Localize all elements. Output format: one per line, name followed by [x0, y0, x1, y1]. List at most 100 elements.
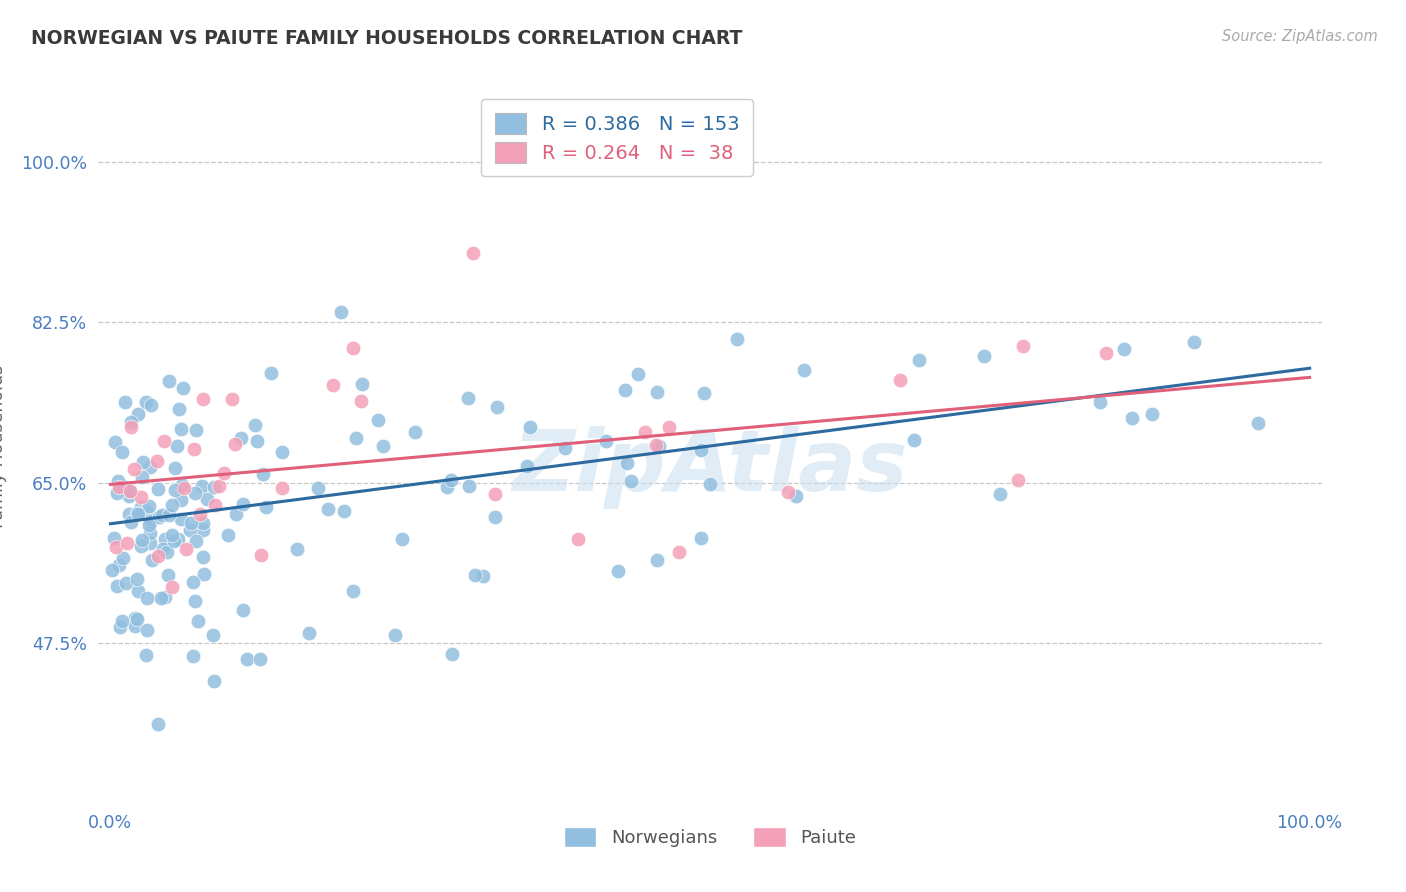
Point: [114, 395, 136, 409]
Point: [1182, 335, 1205, 350]
Point: [163, 533, 186, 548]
Point: [1246, 416, 1268, 430]
Point: [668, 545, 690, 559]
Point: [776, 485, 799, 500]
Point: [484, 487, 506, 501]
Point: [108, 558, 131, 573]
Point: [249, 652, 271, 666]
Point: [141, 553, 163, 567]
Point: [214, 466, 236, 480]
Point: [316, 501, 339, 516]
Point: [139, 535, 162, 549]
Point: [620, 475, 643, 489]
Point: [1012, 339, 1035, 353]
Point: [221, 392, 243, 406]
Point: [129, 490, 152, 504]
Point: [606, 564, 628, 578]
Point: [725, 332, 748, 346]
Point: [191, 478, 214, 492]
Point: [187, 614, 209, 628]
Point: [554, 441, 576, 455]
Point: [125, 612, 148, 626]
Point: [115, 576, 138, 591]
Point: [188, 507, 211, 521]
Point: [186, 423, 208, 437]
Point: [484, 509, 506, 524]
Point: [245, 418, 267, 433]
Point: [121, 419, 143, 434]
Point: [124, 611, 146, 625]
Point: [367, 412, 389, 426]
Point: [108, 480, 131, 494]
Point: [342, 584, 364, 599]
Point: [167, 402, 190, 417]
Point: [139, 514, 162, 528]
Point: [135, 394, 157, 409]
Point: [157, 374, 180, 388]
Point: [179, 523, 201, 537]
Point: [148, 509, 170, 524]
Point: [464, 568, 486, 582]
Point: [1140, 407, 1163, 421]
Point: [225, 507, 247, 521]
Point: [138, 517, 160, 532]
Point: [436, 479, 458, 493]
Point: [146, 717, 169, 731]
Point: [125, 573, 148, 587]
Point: [457, 392, 479, 406]
Point: [152, 542, 174, 557]
Point: [184, 486, 207, 500]
Point: [235, 652, 257, 666]
Point: [172, 381, 194, 395]
Point: [461, 245, 484, 260]
Point: [193, 392, 215, 407]
Point: [191, 516, 214, 530]
Point: [172, 478, 194, 492]
Point: [105, 486, 128, 500]
Point: [131, 533, 153, 547]
Point: [105, 579, 128, 593]
Point: [103, 531, 125, 545]
Point: [160, 498, 183, 512]
Point: [180, 516, 202, 530]
Point: [658, 420, 681, 434]
Point: [112, 480, 135, 494]
Point: [107, 474, 129, 488]
Point: [115, 536, 138, 550]
Point: [129, 500, 152, 515]
Point: [108, 620, 131, 634]
Point: [124, 619, 146, 633]
Point: [271, 481, 294, 495]
Point: [183, 442, 205, 457]
Point: [160, 580, 183, 594]
Point: [120, 415, 142, 429]
Point: [136, 591, 159, 606]
Point: [149, 591, 172, 605]
Point: [645, 384, 668, 399]
Point: [285, 541, 308, 556]
Point: [903, 433, 925, 447]
Point: [307, 481, 329, 495]
Point: [1094, 346, 1116, 360]
Point: [440, 473, 463, 487]
Point: [131, 469, 153, 483]
Point: [146, 482, 169, 496]
Point: [373, 439, 395, 453]
Point: [129, 539, 152, 553]
Text: NORWEGIAN VS PAIUTE FAMILY HOUSEHOLDS CORRELATION CHART: NORWEGIAN VS PAIUTE FAMILY HOUSEHOLDS CO…: [31, 29, 742, 47]
Point: [246, 434, 269, 449]
Point: [252, 467, 274, 482]
Point: [100, 563, 122, 577]
Point: [136, 623, 159, 637]
Point: [595, 434, 617, 449]
Point: [170, 421, 193, 435]
Point: [160, 528, 183, 542]
Point: [122, 462, 145, 476]
Point: [138, 499, 160, 513]
Point: [153, 532, 176, 546]
Point: [616, 456, 638, 470]
Point: [156, 545, 179, 559]
Point: [150, 508, 173, 523]
Point: [645, 553, 668, 567]
Point: [167, 532, 190, 546]
